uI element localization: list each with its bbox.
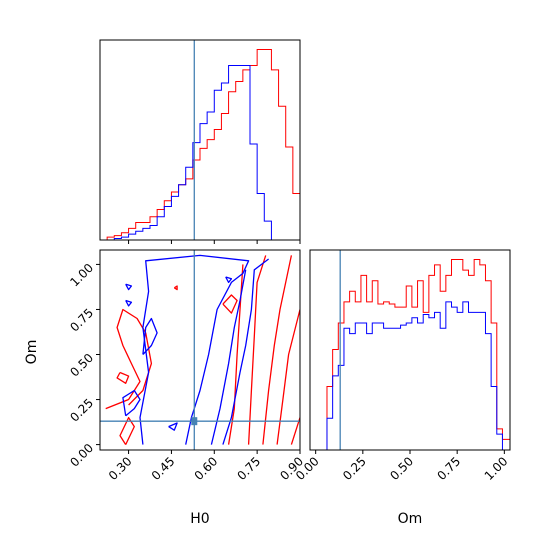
- contour-red-line: [116, 371, 130, 384]
- contour-red-line: [247, 255, 267, 445]
- contour-blue-line: [139, 254, 250, 445]
- contour-red-line: [276, 309, 300, 445]
- Om-ytick-label: 0.25: [67, 396, 96, 425]
- H0-xtick-label: 0.60: [192, 454, 221, 483]
- histogram-blue-series: [310, 301, 510, 450]
- histogram-H0-frame: [99, 39, 301, 241]
- truth-marker: [191, 417, 198, 426]
- contour-H0-Om-panel: 0.30 0.45 0.60 0.75 0.900.000.250.500.751.00: [67, 249, 306, 483]
- contour-blue-line: [142, 317, 158, 355]
- H0-xtick-label: 0.45: [149, 454, 178, 483]
- axis-labels: H0 Om Om: [24, 340, 422, 527]
- Om-ytick-label: 0.50: [67, 351, 96, 380]
- Om-xtick-label: 0.75: [434, 454, 463, 483]
- ylabel-Om: Om: [24, 340, 40, 365]
- contour-blue-line: [225, 276, 233, 284]
- contour-frame: [99, 249, 301, 451]
- xlabel-Om: Om: [398, 511, 423, 527]
- contour-red-line: [222, 294, 238, 314]
- Om-xtick-label: 1.00: [482, 454, 511, 483]
- contour-blue-line: [125, 283, 133, 291]
- contour-blue-line: [222, 258, 269, 445]
- contour-blue-line: [125, 299, 133, 307]
- contour-red-line: [105, 308, 153, 410]
- contour-blue-line: [122, 389, 141, 417]
- contour-blue-line: [168, 422, 178, 431]
- contour-red-line: [290, 417, 300, 445]
- Om-ytick-label: 0.00: [67, 441, 96, 470]
- H0-xtick-label: 0.75: [234, 454, 263, 483]
- contour-red-line: [262, 255, 293, 445]
- contour-blue-line: [210, 269, 247, 445]
- contour-red-line: [173, 285, 178, 291]
- Om-xtick-label: 0.50: [387, 454, 416, 483]
- Om-ytick-label: 0.75: [67, 306, 96, 335]
- contour-red-line: [119, 416, 135, 445]
- xlabel-H0: H0: [190, 511, 209, 527]
- Om-xtick-label: 0.25: [340, 454, 369, 483]
- Om-ytick-label: 1.00: [67, 261, 96, 290]
- H0-xtick-label: 0.30: [106, 454, 135, 483]
- histogram-red-series: [310, 259, 510, 450]
- histogram-H0-panel: [99, 39, 301, 244]
- histogram-red-series: [100, 49, 300, 240]
- histogram-Om-panel: 0.00 0.25 0.50 0.75 1.00: [293, 249, 511, 483]
- histogram-blue-series: [100, 65, 300, 240]
